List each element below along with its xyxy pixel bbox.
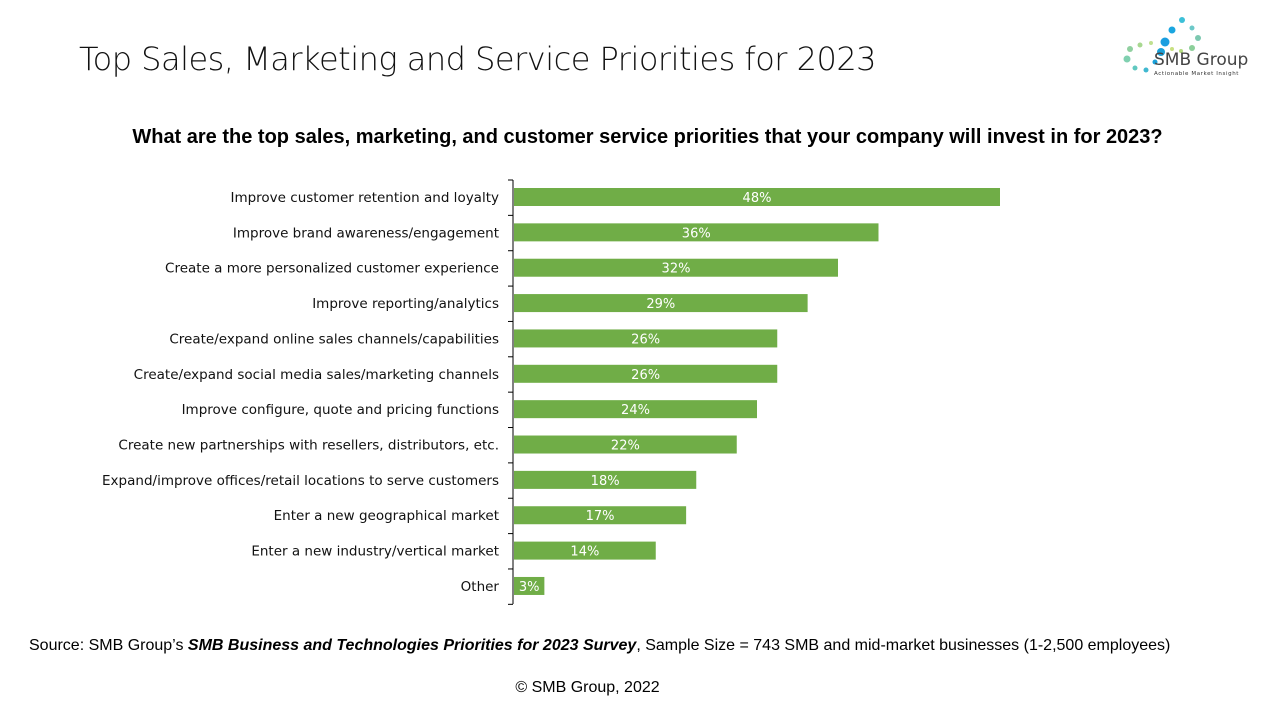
bar	[514, 294, 808, 313]
data-label: 29%	[646, 297, 675, 312]
category-label: Create/expand social media sales/marketi…	[134, 367, 499, 383]
bar	[514, 435, 737, 454]
category-label: Expand/improve offices/retail locations …	[102, 473, 499, 489]
bar	[514, 329, 778, 348]
page-title: Top Sales, Marketing and Service Priorit…	[79, 40, 877, 78]
copyright: © SMB Group, 2022	[515, 679, 660, 696]
source-survey-title: SMB Business and Technologies Priorities…	[187, 637, 637, 654]
source-prefix: Source: SMB Group’s	[29, 637, 188, 654]
category-label: Improve reporting/analytics	[312, 296, 499, 312]
data-label: 14%	[570, 545, 599, 560]
chart-title: What are the top sales, marketing, and c…	[0, 126, 1280, 149]
logo-text: SMB Group	[1154, 50, 1249, 70]
data-label: 18%	[591, 474, 620, 489]
source-note: Source: SMB Group’s SMB Business and Tec…	[29, 637, 1170, 655]
data-label: 32%	[662, 262, 691, 277]
smb-group-logo: SMB Group Actionable Market Insight	[1110, 14, 1270, 84]
bar	[514, 258, 838, 277]
data-label: 48%	[743, 191, 772, 206]
category-label: Create new partnerships with resellers, …	[118, 438, 499, 454]
data-label: 22%	[611, 439, 640, 454]
bar	[514, 470, 697, 489]
logo-dots-icon	[1123, 17, 1201, 73]
bar	[514, 541, 656, 560]
category-label: Enter a new geographical market	[274, 508, 499, 524]
category-label: Create a more personalized customer expe…	[165, 261, 499, 277]
category-label: Improve configure, quote and pricing fun…	[182, 402, 499, 418]
data-label: 3%	[519, 580, 540, 595]
bar	[514, 400, 757, 419]
source-suffix: , Sample Size = 743 SMB and mid-market b…	[636, 637, 1171, 654]
bar	[514, 506, 687, 525]
chart-title-text: What are the top sales, marketing, and c…	[132, 126, 1163, 148]
category-label: Improve customer retention and loyalty	[230, 190, 499, 206]
data-label: 17%	[586, 509, 615, 524]
category-label: Improve brand awareness/engagement	[233, 225, 499, 241]
logo-tagline: Actionable Market Insight	[1154, 71, 1240, 77]
data-label: 24%	[621, 403, 650, 418]
category-label: Create/expand online sales channels/capa…	[169, 331, 499, 347]
data-label: 36%	[682, 226, 711, 241]
category-label: Other	[461, 579, 500, 595]
data-label: 26%	[631, 368, 660, 383]
bar	[514, 576, 545, 595]
bar	[514, 223, 879, 242]
data-label: 26%	[631, 332, 660, 347]
bar	[514, 364, 778, 383]
category-label: Enter a new industry/vertical market	[251, 544, 499, 560]
bar	[514, 188, 1000, 206]
